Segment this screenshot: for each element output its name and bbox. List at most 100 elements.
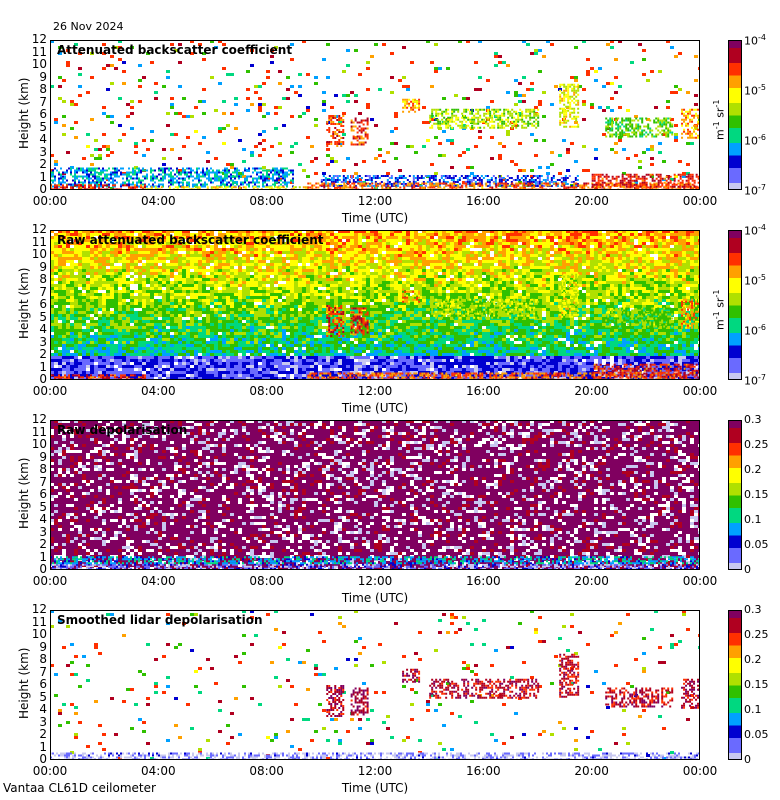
colorbar-tick-label: 0 (744, 753, 751, 766)
colorbar-tick-label: 10-4 (744, 223, 766, 238)
y-tick-label: 9 (23, 640, 47, 654)
y-tick-label: 1 (23, 360, 47, 374)
heatmap-plot-1 (50, 40, 700, 190)
y-tick-label: 7 (23, 95, 47, 109)
colorbar-tick-label: 10-6 (744, 323, 766, 338)
panel-title-1: Attenuated backscatter coefficient (57, 43, 292, 57)
colorbar-tick-label: 0.3 (744, 413, 762, 426)
y-tick-label: 3 (23, 715, 47, 729)
feature-2 (350, 687, 369, 716)
colorbar-1 (728, 40, 742, 190)
x-axis-label: Time (UTC) (325, 401, 425, 415)
y-tick-label: 0 (23, 182, 47, 196)
heatmap-plot-2 (50, 230, 700, 380)
feature-7 (681, 678, 700, 709)
y-tick-label: 11 (23, 235, 47, 249)
feature-2 (50, 556, 700, 565)
x-tick-label: 00:00 (25, 384, 75, 398)
feature-10 (591, 363, 700, 378)
colorbar-unit-label: m-1 sr-1 (712, 290, 727, 330)
y-tick-label: 8 (23, 82, 47, 96)
colorbar-tick-label: 0.25 (744, 438, 769, 451)
colorbar-tick-label: 0.2 (744, 463, 762, 476)
y-tick-label: 4 (23, 322, 47, 336)
y-tick-label: 4 (23, 512, 47, 526)
feature-3 (402, 668, 421, 683)
y-tick-label: 0 (23, 372, 47, 386)
feature-5 (559, 653, 580, 698)
y-tick-label: 5 (23, 310, 47, 324)
x-tick-label: 00:00 (675, 574, 725, 588)
x-tick-label: 04:00 (133, 384, 183, 398)
y-axis-label: Height (km) (17, 458, 31, 529)
colorbar-tick-label: 10-7 (744, 183, 766, 198)
colorbar-tick-label: 0.1 (744, 703, 762, 716)
y-tick-label: 10 (23, 247, 47, 261)
y-tick-label: 1 (23, 740, 47, 754)
instrument-label: Vantaa CL61D ceilometer (3, 781, 156, 795)
y-tick-label: 8 (23, 462, 47, 476)
y-tick-label: 1 (23, 170, 47, 184)
x-tick-label: 16:00 (458, 194, 508, 208)
y-tick-label: 2 (23, 537, 47, 551)
colorbar-4 (728, 610, 742, 760)
feature-3 (402, 98, 421, 113)
colorbar-2 (728, 230, 742, 380)
y-tick-label: 6 (23, 107, 47, 121)
x-tick-label: 00:00 (675, 764, 725, 778)
colorbar-tick-label: 0.15 (744, 678, 769, 691)
y-tick-label: 3 (23, 525, 47, 539)
colorbar-tick-label: 10-6 (744, 133, 766, 148)
x-tick-label: 12:00 (350, 194, 400, 208)
y-tick-label: 10 (23, 627, 47, 641)
feature-6 (605, 307, 674, 328)
y-tick-label: 1 (23, 550, 47, 564)
feature-4 (429, 678, 540, 699)
feature-4 (429, 298, 540, 319)
x-tick-label: 16:00 (458, 764, 508, 778)
feature-9 (320, 175, 579, 187)
x-tick-label: 00:00 (25, 194, 75, 208)
feature-6 (605, 117, 674, 138)
colorbar-tick-label: 10-7 (744, 373, 766, 388)
y-tick-label: 7 (23, 285, 47, 299)
y-tick-label: 12 (23, 602, 47, 616)
colorbar-tick-label: 0.15 (744, 488, 769, 501)
y-tick-label: 2 (23, 157, 47, 171)
y-tick-label: 11 (23, 615, 47, 629)
y-tick-label: 2 (23, 727, 47, 741)
x-tick-label: 20:00 (567, 194, 617, 208)
colorbar-tick-label: 10-5 (744, 83, 766, 98)
y-tick-label: 12 (23, 222, 47, 236)
x-tick-label: 08:00 (242, 384, 292, 398)
x-axis-label: Time (UTC) (325, 591, 425, 605)
x-tick-label: 00:00 (25, 574, 75, 588)
feature-5 (559, 83, 580, 128)
x-axis-label: Time (UTC) (325, 211, 425, 225)
panel-title-3: Raw depolarisation (57, 423, 187, 437)
colorbar-tick-label: 0.25 (744, 628, 769, 641)
feature-5 (559, 273, 580, 318)
y-tick-label: 10 (23, 57, 47, 71)
feature-4 (429, 108, 540, 129)
noise-cells (50, 230, 700, 380)
colorbar-tick-label: 10-4 (744, 33, 766, 48)
y-tick-label: 5 (23, 690, 47, 704)
x-tick-label: 16:00 (458, 384, 508, 398)
y-tick-label: 7 (23, 665, 47, 679)
y-tick-label: 7 (23, 475, 47, 489)
x-tick-label: 08:00 (242, 194, 292, 208)
feature-2 (350, 307, 369, 336)
colorbar-tick-label: 0 (744, 563, 751, 576)
y-tick-label: 11 (23, 45, 47, 59)
y-tick-label: 11 (23, 425, 47, 439)
y-axis-label: Height (km) (17, 648, 31, 719)
x-tick-label: 04:00 (133, 764, 183, 778)
plot-frame (50, 420, 700, 570)
feature-7 (681, 298, 700, 329)
noise-cells (50, 610, 700, 760)
colorbar-tick-label: 0.05 (744, 538, 769, 551)
x-tick-label: 12:00 (350, 384, 400, 398)
y-tick-label: 4 (23, 702, 47, 716)
y-tick-label: 2 (23, 347, 47, 361)
